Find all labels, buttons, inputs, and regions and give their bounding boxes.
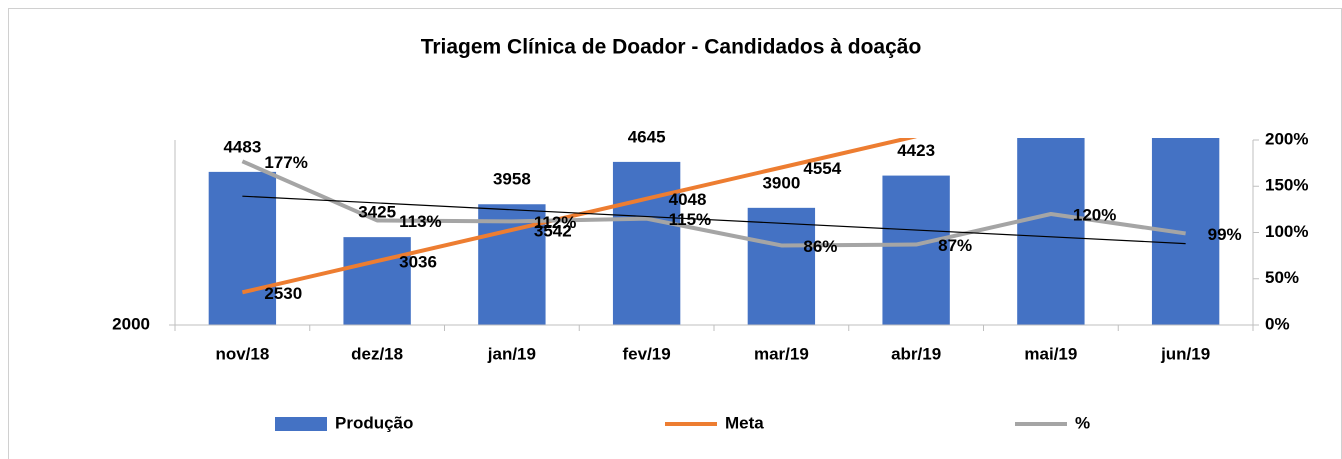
data-label: 112%: [534, 213, 577, 232]
data-label: 4048: [669, 190, 707, 209]
data-label: 4483: [223, 137, 261, 156]
data-label: 3542: [534, 221, 572, 240]
data-label: 4423: [897, 141, 935, 160]
x-tick-label: abr/19: [891, 344, 941, 363]
chart-title: Triagem Clínica de Doador - Candidados à…: [421, 36, 922, 59]
legend-label: Produção: [335, 413, 413, 432]
data-label: 3900: [762, 173, 800, 192]
x-tick-label: nov/18: [215, 344, 269, 363]
y2-tick-label: 100%: [1265, 222, 1308, 241]
y2-tick-label: 50%: [1265, 268, 1299, 287]
data-label: 86%: [803, 237, 837, 256]
bar: [1017, 138, 1085, 325]
trendline: [242, 195, 1186, 245]
bar: [612, 161, 681, 325]
x-tick-label: jan/19: [487, 344, 536, 363]
line: [241, 159, 1186, 248]
data-label: 115%: [669, 210, 712, 229]
data-label: 99%: [1208, 225, 1242, 244]
data-label: 2530: [264, 284, 302, 303]
data-label: 3425: [358, 203, 396, 222]
data-label: 177%: [264, 153, 307, 172]
y2-tick-label: 150%: [1265, 176, 1308, 195]
x-tick-label: fev/19: [623, 344, 671, 363]
y2-tick-label: 0%: [1265, 314, 1290, 333]
data-label: 87%: [938, 236, 972, 255]
data-label: 4645: [628, 127, 666, 146]
legend-swatch: [275, 417, 327, 431]
line: [241, 138, 917, 295]
plot-area: [208, 138, 1220, 325]
legend-label: Meta: [725, 413, 764, 432]
y-tick-label: 2000: [112, 314, 150, 333]
x-tick-label: mar/19: [754, 344, 809, 363]
x-tick-label: mai/19: [1024, 344, 1077, 363]
bar: [882, 175, 950, 325]
data-label: 4554: [803, 159, 841, 178]
x-tick-label: jun/19: [1160, 344, 1210, 363]
bar: [747, 207, 816, 325]
data-label: 3958: [493, 170, 531, 189]
legend-label: %: [1075, 413, 1090, 432]
data-label: 3036: [399, 253, 437, 272]
data-label: 120%: [1073, 205, 1116, 224]
y2-tick-label: 200%: [1265, 129, 1308, 148]
data-label: 113%: [399, 212, 442, 231]
x-tick-label: dez/18: [351, 344, 403, 363]
bar: [343, 237, 411, 325]
